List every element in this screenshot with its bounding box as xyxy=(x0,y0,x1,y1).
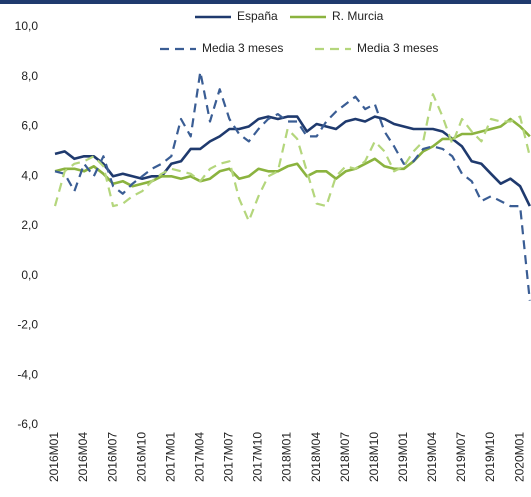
legend-label: España xyxy=(237,9,278,23)
legend-label: Media 3 meses xyxy=(357,41,438,55)
x-tick-label: 2017M07 xyxy=(222,432,236,482)
x-tick-label: 2017M04 xyxy=(193,432,207,482)
x-tick-label: 2018M01 xyxy=(280,432,294,482)
x-tick-label: 2018M04 xyxy=(309,432,323,482)
y-tick-label: 2,0 xyxy=(21,218,38,232)
x-tick-label: 2019M04 xyxy=(425,432,439,482)
x-tick-label: 2020M01 xyxy=(512,432,526,482)
legend-label: Media 3 meses xyxy=(202,41,283,55)
legend-label: R. Murcia xyxy=(332,9,384,23)
x-tick-label: 2016M10 xyxy=(134,432,148,482)
series-line xyxy=(53,93,531,223)
x-tick-label: 2019M01 xyxy=(396,432,410,482)
x-tick-label: 2016M04 xyxy=(76,432,90,482)
y-tick-label: 8,0 xyxy=(21,69,38,83)
x-tick-label: 2017M01 xyxy=(163,432,177,482)
y-tick-label: 0,0 xyxy=(21,268,38,282)
y-tick-label: 4,0 xyxy=(21,168,38,182)
y-tick-label: -6,0 xyxy=(17,417,38,431)
x-tick-label: 2019M07 xyxy=(454,432,468,482)
x-tick-label: 2019M10 xyxy=(483,432,497,482)
x-tick-label: 2016M07 xyxy=(105,432,119,482)
series-line xyxy=(54,70,531,301)
series-line xyxy=(54,117,531,188)
x-tick-label: 2018M10 xyxy=(367,432,381,482)
y-tick-label: -4,0 xyxy=(17,367,38,381)
series-line xyxy=(54,115,531,207)
x-tick-label: 2017M10 xyxy=(251,432,265,482)
x-tick-label: 2018M07 xyxy=(338,432,352,482)
x-tick-label: 2016M01 xyxy=(47,432,61,482)
y-tick-label: -2,0 xyxy=(17,318,38,332)
y-tick-label: 10,0 xyxy=(15,19,39,33)
top-border xyxy=(0,0,531,4)
y-tick-label: 6,0 xyxy=(21,119,38,133)
